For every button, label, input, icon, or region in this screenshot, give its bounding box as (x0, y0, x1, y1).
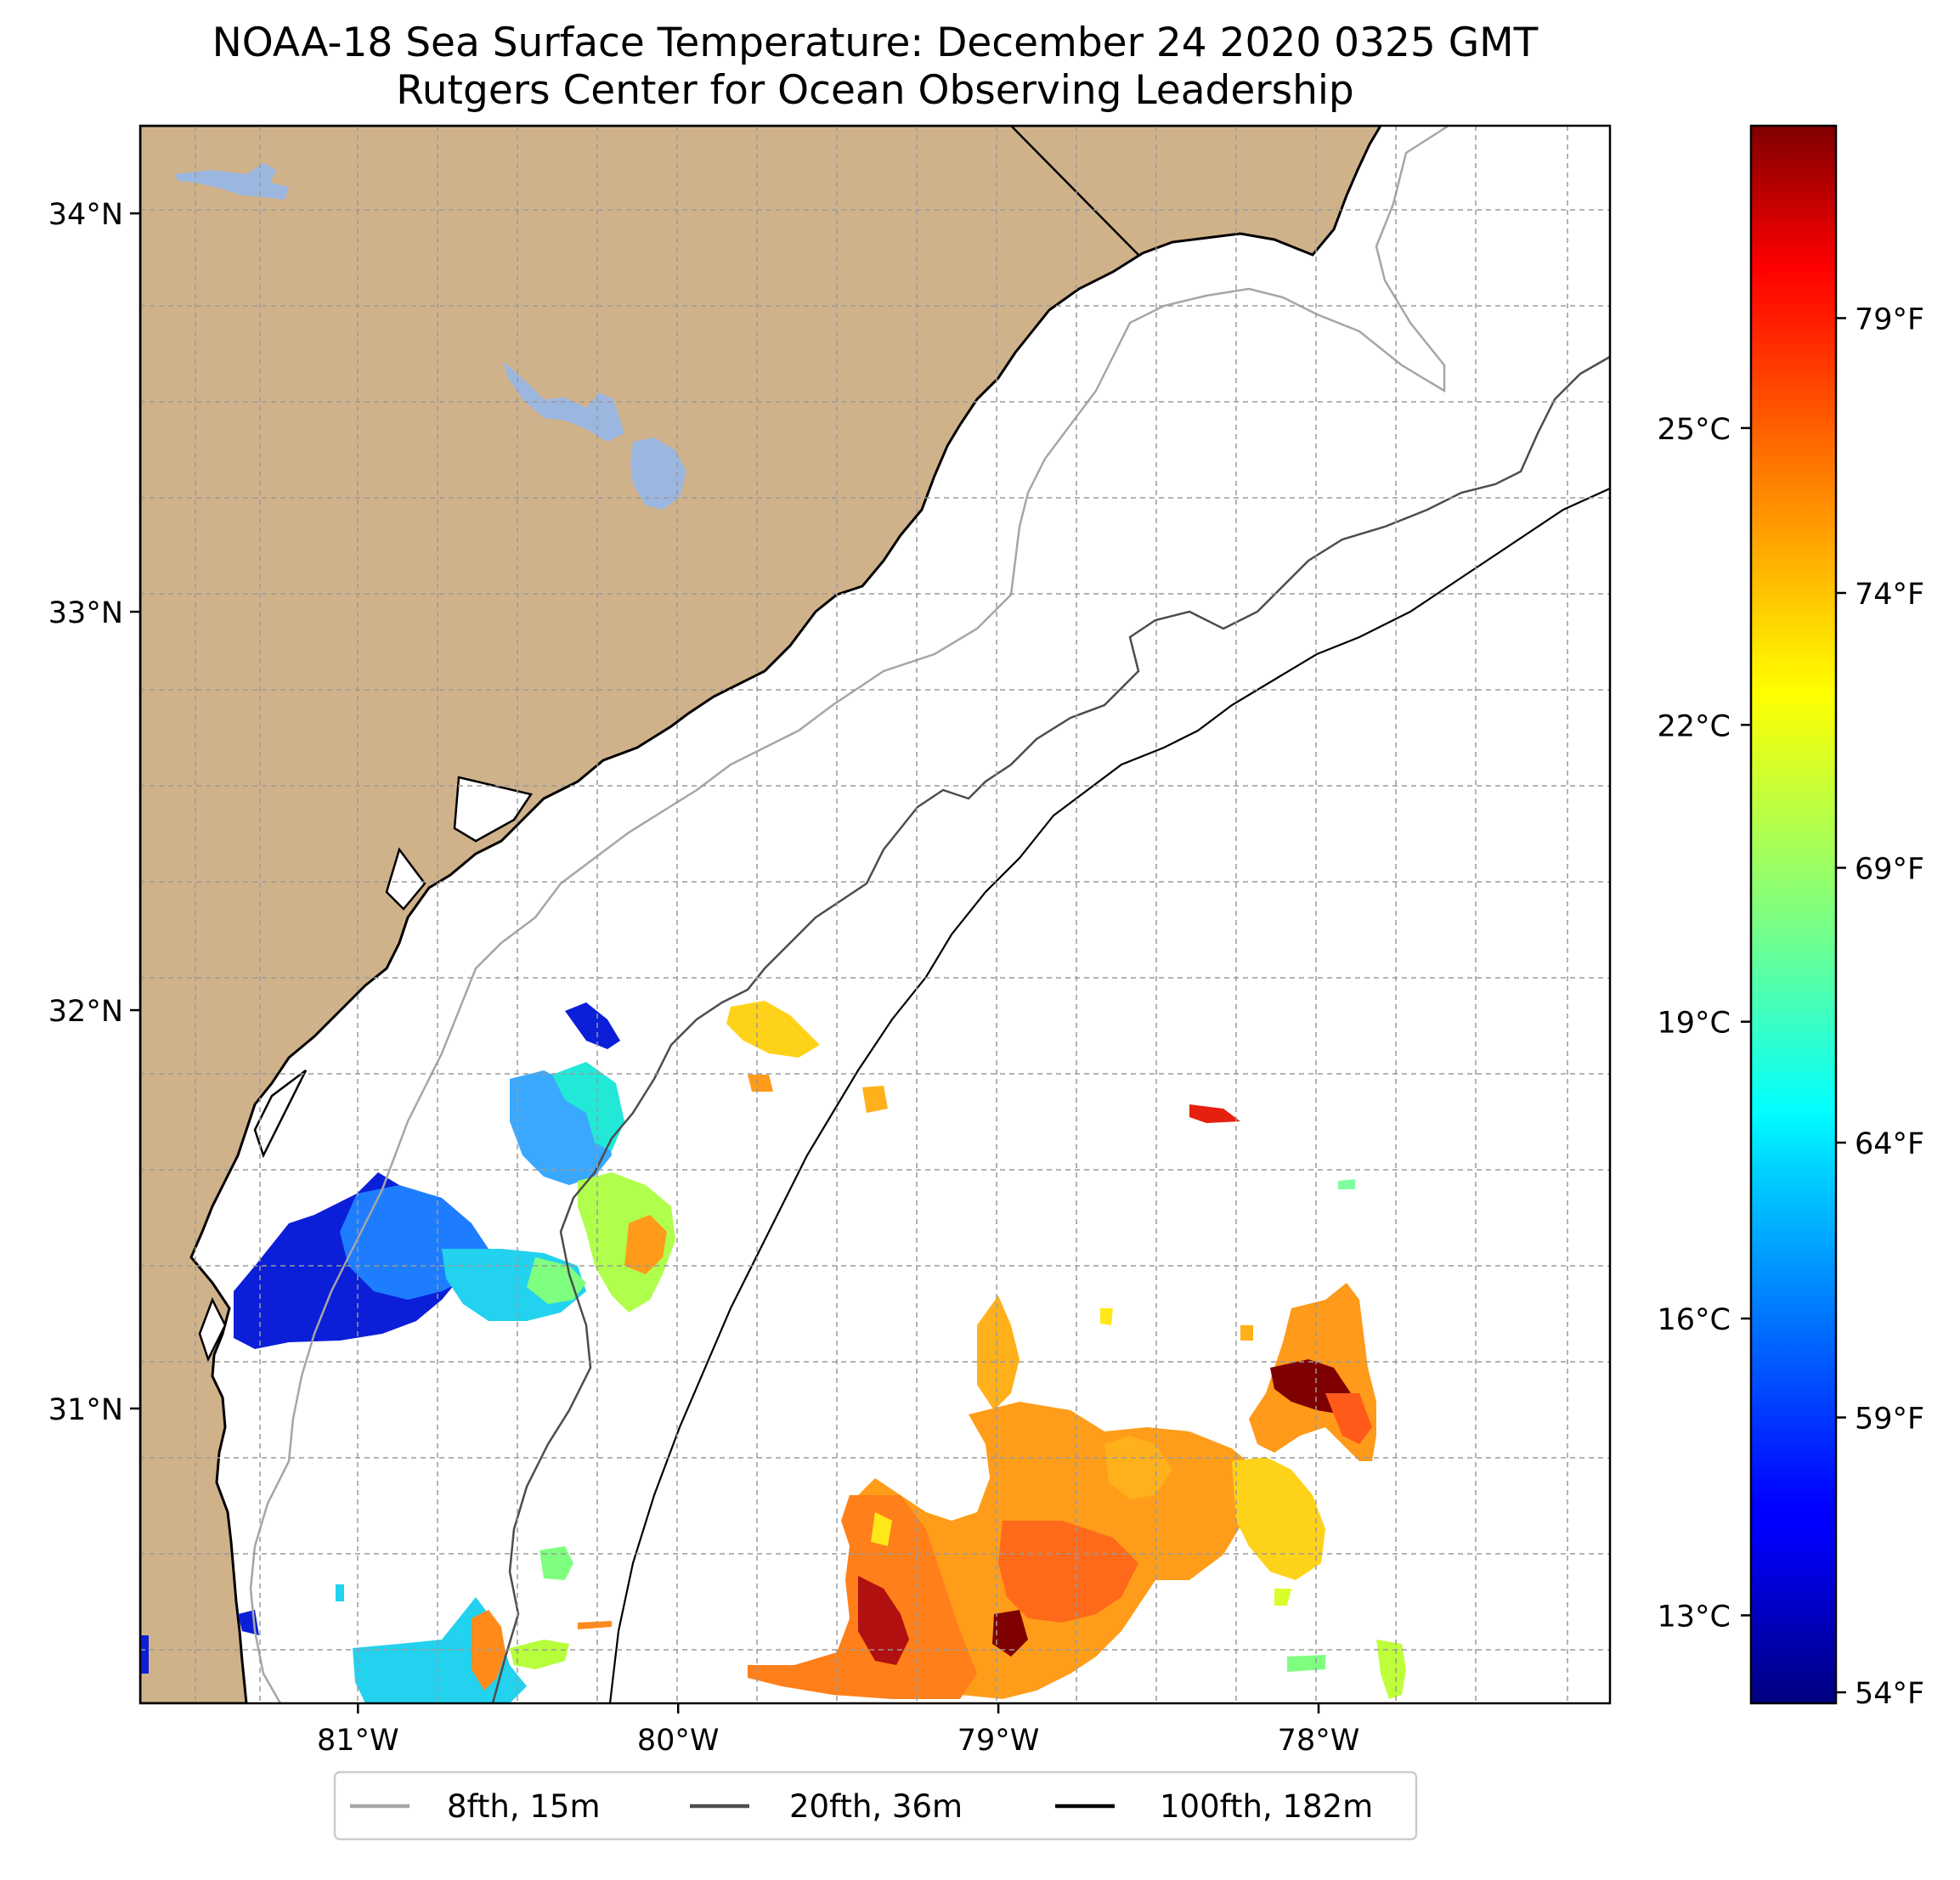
colorbar-f-tick-label: 64°F (1855, 1127, 1924, 1161)
legend-box (333, 1770, 1418, 1841)
map-panel: 81°W 80°W 79°W 78°W 34°N 33°N 32°N 31°N (48, 124, 1612, 1758)
map-title: NOAA-18 Sea Surface Temperature: Decembe… (212, 20, 1539, 66)
colorbar-c-tick-label: 22°C (1658, 709, 1731, 743)
land-mainland (140, 126, 1382, 1703)
lat-tick-label: 31°N (48, 1393, 123, 1427)
legend-label-20fth: 20fth, 36m (789, 1788, 963, 1825)
lake-moultrie (630, 438, 686, 510)
isobath-100fth (608, 487, 1610, 1703)
lake-north (174, 163, 289, 200)
map-frame (138, 124, 1612, 1705)
isobath-legend: 8fth, 15m 20fth, 36m 100fth, 182m (333, 1770, 1418, 1841)
colorbar-c-tick-label: 13°C (1658, 1600, 1731, 1634)
colorbar-c-tick-label: 19°C (1658, 1007, 1731, 1041)
map-axis-ticks: 81°W 80°W 79°W 78°W 34°N 33°N 32°N 31°N (48, 198, 1360, 1758)
colorbar-c-tick-label: 16°C (1658, 1303, 1731, 1337)
lon-tick-label: 80°W (637, 1724, 720, 1758)
colorbar-frame (1749, 124, 1838, 1705)
colorbar-f-tick-label: 79°F (1855, 302, 1924, 336)
map-gridlines (140, 126, 1610, 1703)
state-border (1010, 126, 1139, 256)
legend-label-100fth: 100fth, 182m (1160, 1788, 1373, 1825)
colorbar-ticks: 79°F 74°F 69°F 64°F 59°F 54°F 25°C 22°C 19°C 16°C… (1658, 302, 1925, 1711)
sst-swaths (140, 1001, 1406, 1703)
map-subtitle: Rutgers Center for Ocean Observing Leade… (396, 67, 1354, 114)
colorbar: 79°F 74°F 69°F 64°F 59°F 54°F 25°C 22°C 19°C 16°C… (1658, 124, 1925, 1711)
colorbar-f-tick-label: 54°F (1855, 1677, 1924, 1711)
legend-label-8fth: 8fth, 15m (447, 1788, 601, 1825)
lat-tick-label: 33°N (48, 596, 123, 630)
colorbar-f-tick-label: 74°F (1855, 578, 1924, 612)
lon-tick-label: 81°W (317, 1724, 399, 1758)
colorbar-f-tick-label: 69°F (1855, 853, 1924, 887)
colorbar-f-tick-label: 59°F (1855, 1403, 1924, 1437)
isobath-20fth (491, 355, 1610, 1703)
colorbar-gradient (1751, 126, 1836, 1703)
lon-tick-label: 79°W (957, 1724, 1040, 1758)
colorbar-c-tick-label: 25°C (1658, 413, 1731, 447)
lat-tick-label: 34°N (48, 198, 123, 232)
isobath-8fth (249, 126, 1449, 1703)
lat-tick-label: 32°N (48, 995, 123, 1029)
lon-tick-label: 78°W (1278, 1724, 1360, 1758)
inlet-barrier-islands (198, 776, 534, 1363)
